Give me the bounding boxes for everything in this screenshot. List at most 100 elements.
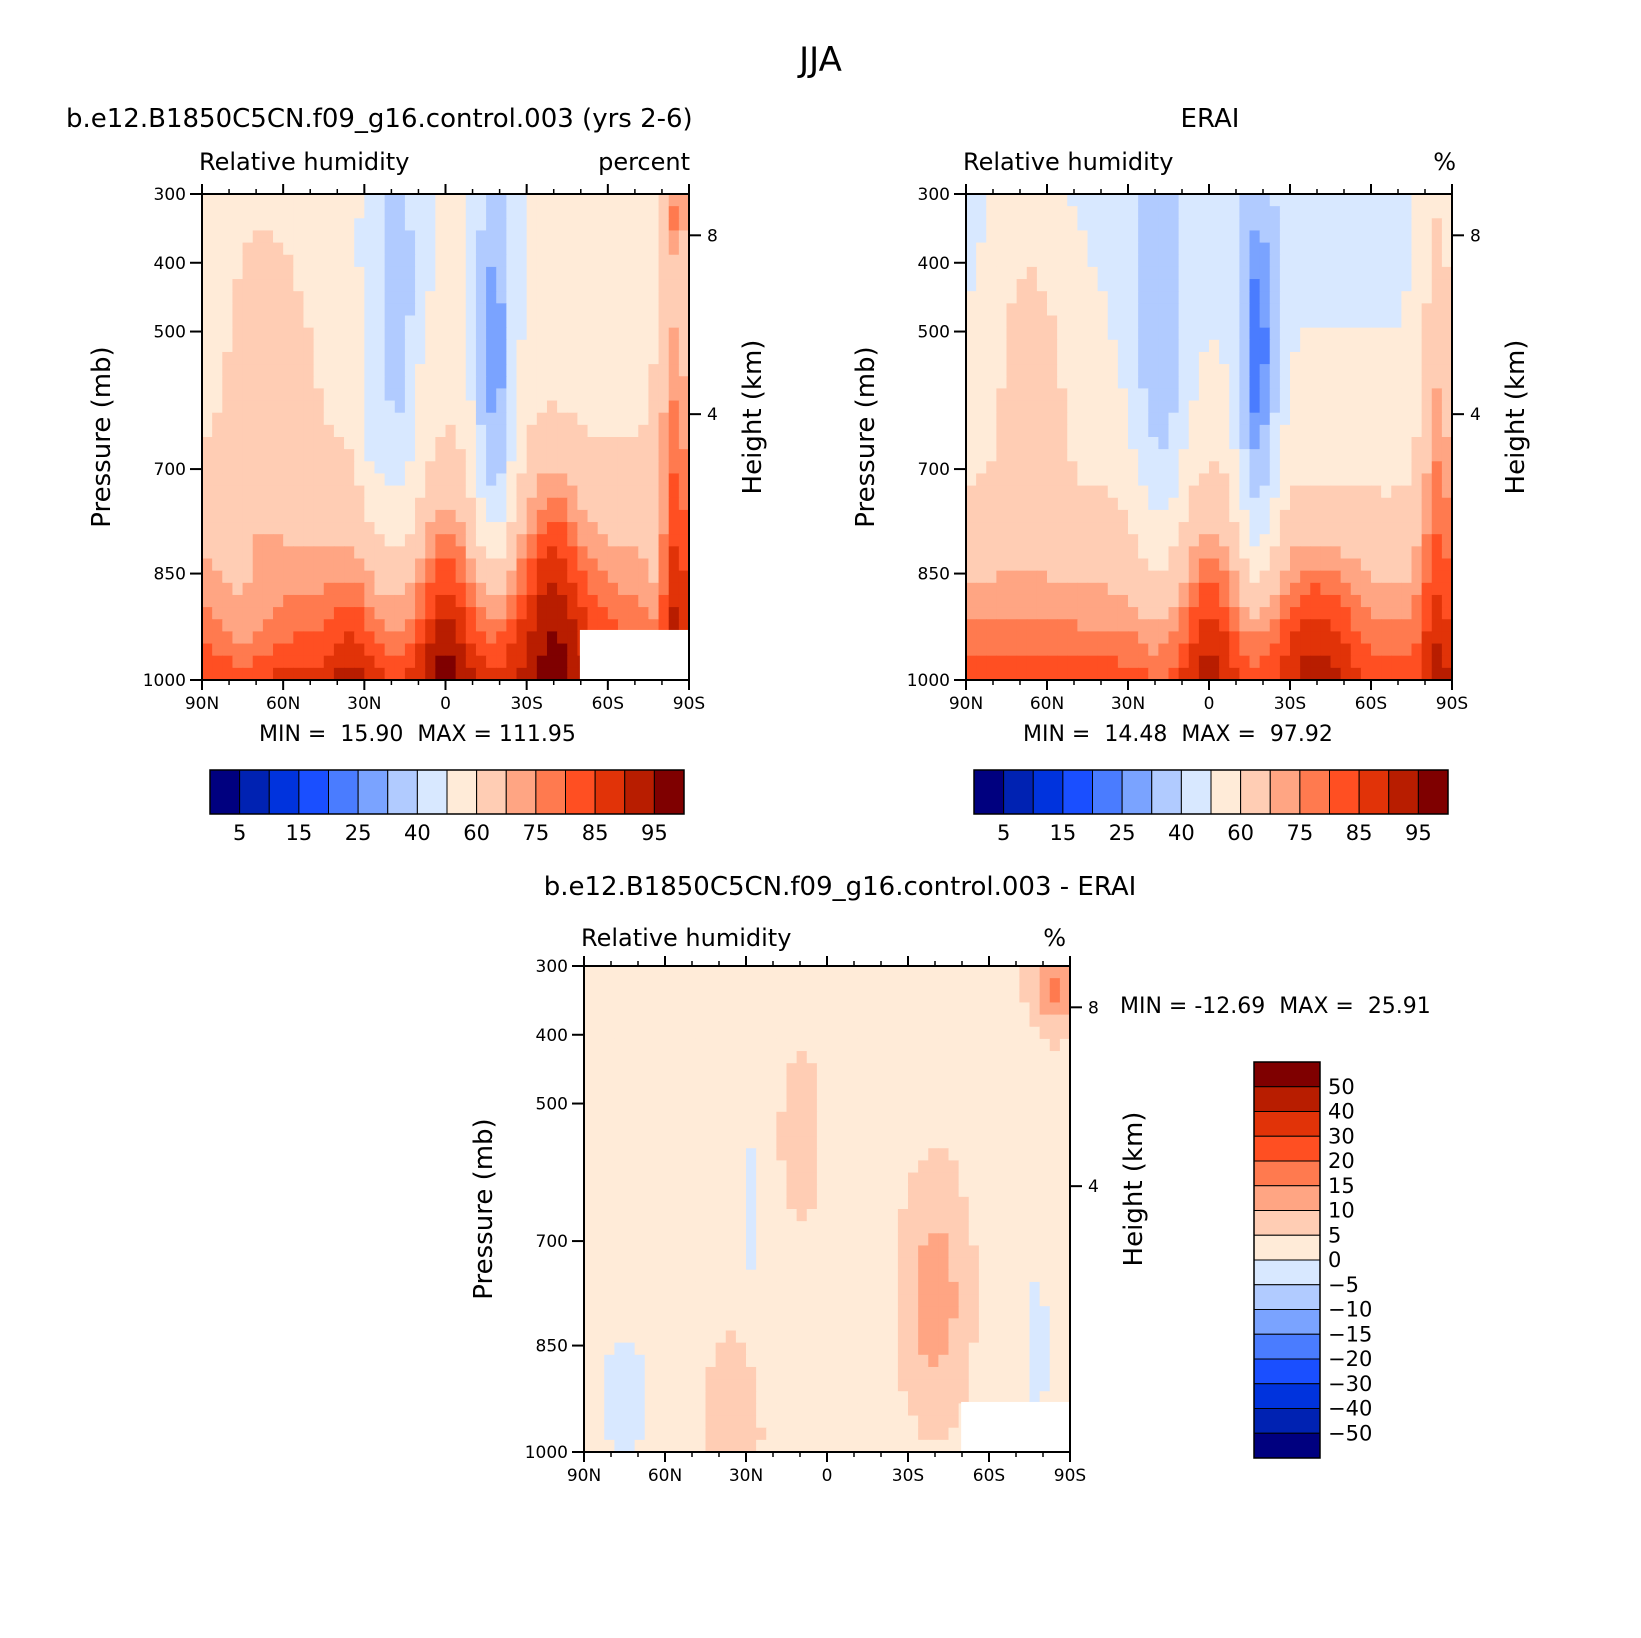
contour-cell [212,619,223,632]
contour-cell [1320,546,1332,560]
contour-cell [506,437,518,450]
contour-cell [1057,291,1068,304]
contour-cell [638,364,650,377]
contour-cell [486,194,497,207]
contour-cell [1279,303,1291,317]
contour-cell [1158,570,1170,584]
contour-cell [1350,424,1362,438]
contour-cell [1249,522,1261,535]
contour-cell [1107,351,1119,365]
contour-cell [1441,364,1453,377]
contour-cell [678,558,690,572]
contour-cell [1087,303,1099,317]
contour-cell [202,667,213,681]
contour-cell [435,351,447,365]
contour-cell [1350,522,1362,535]
contour-cell [435,315,447,329]
contour-cell [948,1099,960,1113]
contour-cell [1138,303,1149,317]
contour-cell [877,1002,889,1016]
contour-cell [506,619,518,632]
contour-cell [1178,570,1190,584]
contour-cell [756,1026,767,1040]
contour-cell [604,978,615,991]
contour-cell [526,534,538,547]
contour-cell [1138,437,1149,450]
contour-cell [996,254,1008,268]
contour-cell [1188,534,1200,547]
contour-cell [526,327,538,341]
contour-cell [597,449,609,462]
contour-cell [232,339,244,353]
contour-cell [394,582,406,596]
contour-cell [242,619,254,632]
contour-cell [1431,558,1443,572]
contour-cell [776,1026,788,1040]
contour-cell [354,339,365,353]
contour-cell [587,412,599,426]
contour-cell [1097,437,1109,450]
contour-cell [648,327,660,341]
contour-cell [678,509,690,523]
contour-cell [1300,303,1311,317]
contour-cell [668,412,680,426]
contour-cell [999,1075,1010,1089]
contour-cell [695,1160,707,1174]
contour-cell [1239,351,1251,365]
contour-cell [918,1172,929,1186]
contour-cell [404,388,416,402]
contour-cell [415,461,426,475]
contour-cell [725,990,737,1004]
contour-cell [1269,412,1281,426]
contour-cell [526,230,538,244]
contour-cell [202,655,213,669]
contour-cell [996,230,1008,244]
colorbar-label: 25 [345,821,372,845]
contour-cell [1006,437,1018,450]
contour-cell [1036,315,1048,329]
contour-cell [465,509,477,523]
contour-cell [1391,607,1402,620]
contour-cell [1330,351,1342,365]
contour-cell [1036,339,1048,353]
contour-cell [1381,230,1392,244]
contour-cell [425,558,436,572]
contour-cell [313,607,325,620]
contour-cell [445,643,457,657]
contour-cell [475,242,487,256]
contour-cell [1340,388,1352,402]
contour-cell [455,424,467,438]
missing-data-mask [579,629,690,681]
contour-cell [526,206,538,219]
contour-cell [404,509,416,523]
contour-cell [252,194,264,207]
contour-cell [1006,376,1018,389]
contour-cell [887,1014,899,1028]
contour-cell [1350,206,1362,219]
contour-cell [617,485,629,499]
contour-cell [587,279,599,292]
contour-cell [989,1148,1000,1161]
contour-cell [668,291,680,304]
contour-cell [303,594,315,608]
contour-cell [1026,303,1038,317]
contour-cell [1107,437,1119,450]
contour-cell [1401,303,1413,317]
contour-cell [584,1160,595,1174]
contour-cell [1168,473,1180,487]
contour-cell [394,230,406,244]
contour-cell [496,339,507,353]
contour-cell [1049,966,1061,979]
contour-cell [607,473,619,487]
contour-cell [1057,351,1068,365]
contour-cell [978,990,990,1004]
contour-cell [1117,206,1129,219]
contour-cell [1188,266,1200,280]
x-tick-label: 30S [1274,694,1306,714]
contour-cell [455,497,467,511]
contour-cell [1198,558,1210,572]
contour-cell [1067,351,1078,365]
contour-cell [1401,643,1413,657]
contour-cell [1148,400,1159,414]
contour-cell [978,1111,990,1125]
